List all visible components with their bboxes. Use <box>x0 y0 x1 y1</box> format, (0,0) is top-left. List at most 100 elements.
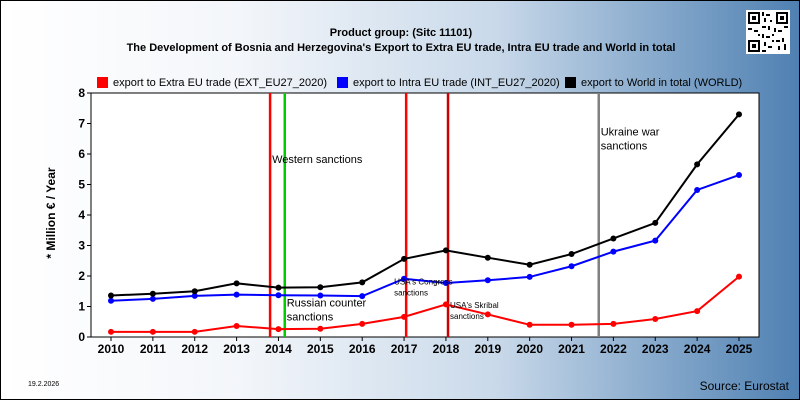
x-tick-label: 2020 <box>516 342 543 356</box>
data-point <box>568 263 575 270</box>
y-tick-label: 3 <box>78 239 85 253</box>
x-tick-label: 2010 <box>98 342 125 356</box>
x-tick-label: 2025 <box>726 342 753 356</box>
chart-title: The Development of Bosnia and Herzegovin… <box>126 42 676 54</box>
x-tick-label: 2018 <box>433 342 460 356</box>
y-tick-label: 4 <box>78 208 85 222</box>
event-label-line: sanctions <box>601 141 648 153</box>
data-point <box>149 290 156 297</box>
event-label-line: sanctions <box>287 312 334 324</box>
data-point <box>610 320 617 327</box>
x-tick-label: 2017 <box>391 342 418 356</box>
data-point <box>736 273 742 280</box>
x-tick-label: 2022 <box>600 342 627 356</box>
x-tick-label: 2023 <box>642 342 669 356</box>
event-label: USA's Congress sanctions <box>394 278 452 298</box>
data-point <box>149 295 156 302</box>
data-point <box>526 273 533 280</box>
data-point <box>233 291 240 298</box>
data-point <box>359 320 366 327</box>
x-tick-label: 2016 <box>349 342 376 356</box>
data-point <box>401 275 408 282</box>
x-tick-label: 2013 <box>223 342 250 356</box>
product-group-title: Product group: (Sitc 11101) <box>329 27 473 39</box>
x-tick-label: 2024 <box>684 342 711 356</box>
legend-item-intra-eu: export to Intra EU trade (INT_EU27_2020) <box>337 77 560 89</box>
event-label-line: Western sanctions <box>272 154 363 166</box>
legend-label-extra-eu: export to Extra EU trade (EXT_EU27_2020) <box>113 77 327 89</box>
x-tick-label: 2015 <box>307 342 334 356</box>
data-point <box>401 313 408 320</box>
series-line <box>110 113 740 297</box>
data-point <box>359 279 366 286</box>
y-tick-label: 5 <box>78 178 85 192</box>
y-tick-label: 0 <box>78 330 85 344</box>
data-point <box>442 301 449 308</box>
event-label-line: USA's Skribal <box>450 301 499 310</box>
event-label-line: USA's Congress <box>394 278 452 287</box>
data-point <box>694 161 701 168</box>
data-point <box>191 328 198 335</box>
data-point <box>526 321 533 328</box>
x-tick-label: 2019 <box>474 342 501 356</box>
legend-swatch-world <box>565 77 576 88</box>
x-tick-label: 2012 <box>181 342 208 356</box>
data-point <box>736 172 742 179</box>
data-point <box>275 326 282 333</box>
legend-swatch-extra-eu <box>97 77 108 88</box>
data-point <box>108 297 114 304</box>
data-point <box>191 288 198 295</box>
data-point <box>484 311 491 318</box>
event-label-line: sanctions <box>450 312 484 321</box>
data-point <box>526 261 533 268</box>
legend-item-world: export to World in total (WORLD) <box>565 77 742 89</box>
data-point <box>484 254 491 261</box>
event-label-line: Ukraine war <box>601 127 660 139</box>
data-point <box>736 111 742 118</box>
legend-swatch-intra-eu <box>337 77 348 88</box>
event-label-line: sanctions <box>394 289 428 298</box>
data-point <box>317 292 324 299</box>
legend-label-world: export to World in total (WORLD) <box>581 77 743 89</box>
x-tick-label: 2011 <box>140 342 166 356</box>
event-label-line: Russian counter <box>287 298 367 310</box>
data-point <box>401 255 408 262</box>
data-point <box>694 308 701 315</box>
data-point <box>694 186 701 193</box>
x-tick-label: 2021 <box>558 342 585 356</box>
data-point <box>484 277 491 284</box>
data-point <box>610 235 617 242</box>
legend-item-extra-eu: export to Extra EU trade (EXT_EU27_2020) <box>97 77 327 89</box>
source-label: Source: Eurostat <box>699 379 789 393</box>
data-point <box>233 323 240 330</box>
series-line <box>111 275 740 333</box>
event-label: Ukraine war sanctions <box>601 127 660 153</box>
y-tick-label: 6 <box>78 147 85 161</box>
data-point <box>233 280 240 287</box>
data-point <box>149 328 156 335</box>
qr-code-icon <box>746 10 790 54</box>
data-point <box>275 292 282 299</box>
event-label: Western sanctions <box>272 154 363 166</box>
data-point <box>275 284 282 291</box>
event-label: Russian counter sanctions <box>287 298 367 324</box>
data-point <box>652 237 659 244</box>
legend-label-intra-eu: export to Intra EU trade (INT_EU27_2020) <box>353 77 560 89</box>
data-point <box>610 248 617 255</box>
data-point <box>442 280 449 287</box>
y-tick-label: 1 <box>78 300 85 314</box>
data-point <box>568 321 575 328</box>
data-point <box>652 219 659 226</box>
data-point <box>108 328 114 335</box>
y-tick-label: 8 <box>78 86 85 100</box>
data-point <box>568 251 575 258</box>
data-point <box>317 284 324 291</box>
data-point <box>359 293 366 300</box>
date-stamp: 19.2.2026 <box>28 381 60 388</box>
series-line <box>110 174 740 302</box>
data-point <box>442 247 449 254</box>
data-point <box>317 325 324 332</box>
data-point <box>191 292 198 299</box>
